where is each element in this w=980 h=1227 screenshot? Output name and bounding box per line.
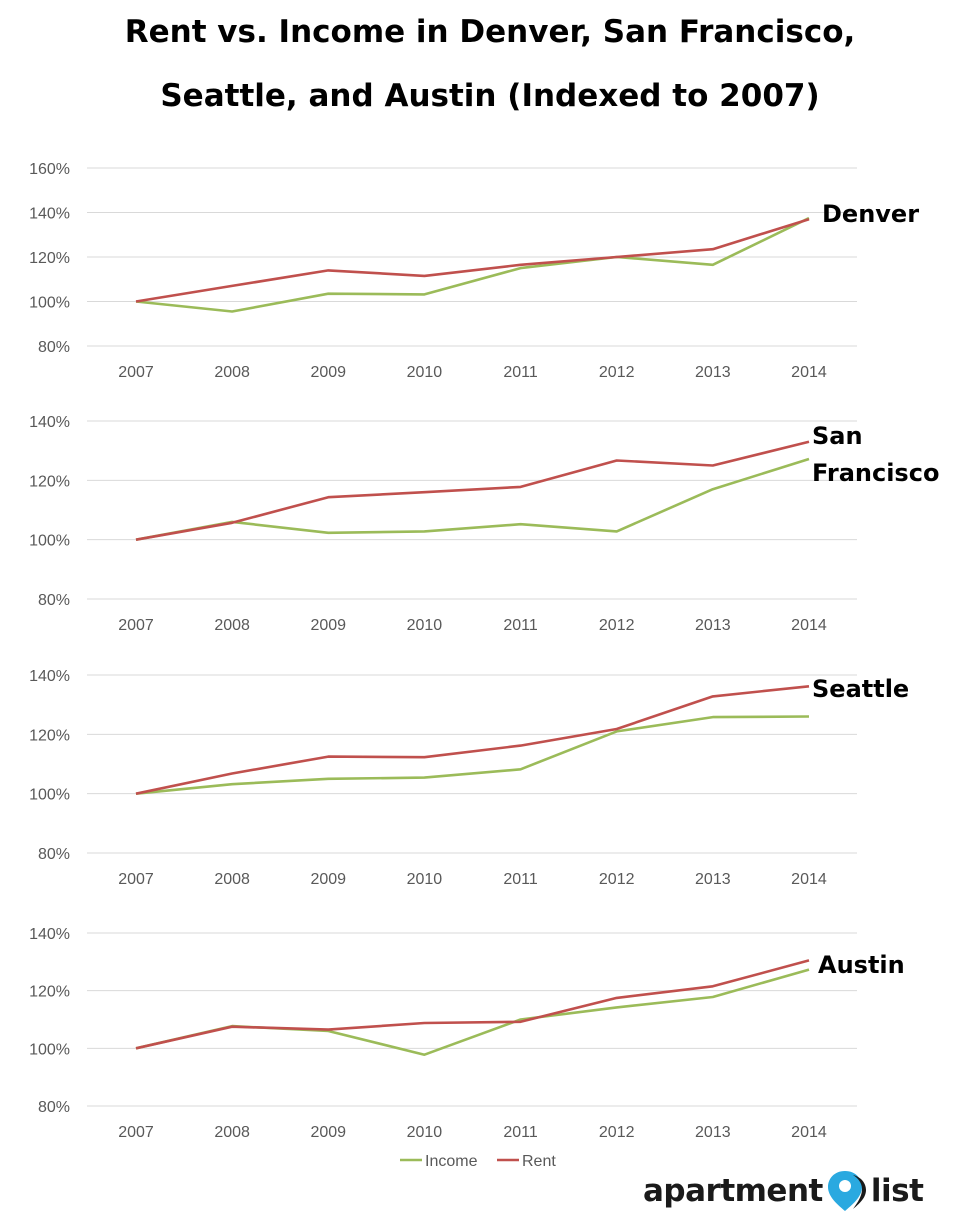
chart-panel-3: 80% 100% 120% 140% 2007 2008 2009 2010 2011 2012 2… xyxy=(29,926,905,1141)
x-tick-label: 2014 xyxy=(791,617,827,634)
series-line-income xyxy=(135,216,810,313)
x-tick-label: 2011 xyxy=(503,364,538,381)
y-tick-label: 100% xyxy=(29,295,70,312)
city-label: Denver xyxy=(822,200,919,228)
series-line-rent xyxy=(135,440,810,541)
chart-panel-0: 80% 100% 120% 140% 160% 2007 2008 2009 2010 2011 2… xyxy=(29,161,919,381)
map-pin-icon xyxy=(827,1171,866,1211)
x-tick-label: 2011 xyxy=(503,617,538,634)
x-tick-label: 2013 xyxy=(695,1124,731,1141)
x-tick-label: 2009 xyxy=(310,871,346,888)
x-tick-label: 2010 xyxy=(407,617,443,634)
x-tick-label: 2011 xyxy=(503,871,538,888)
chart-panel-2: 80% 100% 120% 140% 2007 2008 2009 2010 2011 2012 2… xyxy=(29,668,909,888)
series-line-rent xyxy=(135,959,810,1050)
y-tick-label: 80% xyxy=(38,846,70,863)
city-label: San xyxy=(812,422,863,450)
y-tick-label: 160% xyxy=(29,161,70,178)
x-tick-label: 2012 xyxy=(599,364,635,381)
apartment-list-logo: apartment list xyxy=(643,1166,924,1216)
x-tick-label: 2007 xyxy=(118,1124,154,1141)
x-tick-label: 2007 xyxy=(118,871,154,888)
x-tick-label: 2007 xyxy=(118,364,154,381)
logo-word-list: list xyxy=(870,1173,924,1209)
series-line-income xyxy=(135,968,810,1056)
legend-label-rent: Rent xyxy=(522,1153,556,1170)
y-tick-label: 140% xyxy=(29,206,70,223)
y-tick-label: 80% xyxy=(38,1099,70,1116)
x-tick-label: 2012 xyxy=(599,1124,635,1141)
x-tick-label: 2008 xyxy=(214,617,250,634)
city-label: Seattle xyxy=(812,675,909,703)
legend: Income Rent xyxy=(400,1153,556,1170)
y-tick-label: 120% xyxy=(29,250,70,267)
x-tick-label: 2014 xyxy=(791,364,827,381)
y-tick-label: 120% xyxy=(29,727,70,744)
series-line-rent xyxy=(135,217,810,303)
y-tick-label: 140% xyxy=(29,414,70,431)
x-tick-label: 2009 xyxy=(310,617,346,634)
x-tick-label: 2010 xyxy=(407,364,443,381)
x-tick-label: 2013 xyxy=(695,617,731,634)
x-tick-label: 2008 xyxy=(214,364,250,381)
x-tick-label: 2010 xyxy=(407,1124,443,1141)
y-tick-label: 120% xyxy=(29,473,70,490)
chart-title-line-1: Rent vs. Income in Denver, San Francisco… xyxy=(124,14,856,50)
x-tick-label: 2013 xyxy=(695,364,731,381)
y-tick-label: 80% xyxy=(38,339,70,356)
city-label: Francisco xyxy=(812,459,939,487)
x-tick-label: 2009 xyxy=(310,1124,346,1141)
chart-title-line-2: Seattle, and Austin (Indexed to 2007) xyxy=(160,78,820,114)
series-line-income xyxy=(135,715,810,795)
x-tick-label: 2011 xyxy=(503,1124,538,1141)
x-tick-label: 2010 xyxy=(407,871,443,888)
y-tick-label: 100% xyxy=(29,787,70,804)
series-line-income xyxy=(135,457,810,541)
city-label: Austin xyxy=(818,951,905,979)
y-tick-label: 120% xyxy=(29,984,70,1001)
y-tick-label: 140% xyxy=(29,668,70,685)
series-line-rent xyxy=(135,685,810,795)
x-tick-label: 2009 xyxy=(310,364,346,381)
legend-label-income: Income xyxy=(425,1153,478,1170)
x-tick-label: 2013 xyxy=(695,871,731,888)
x-tick-label: 2008 xyxy=(214,1124,250,1141)
x-tick-label: 2014 xyxy=(791,871,827,888)
x-tick-label: 2012 xyxy=(599,871,635,888)
x-tick-label: 2014 xyxy=(791,1124,827,1141)
x-tick-label: 2007 xyxy=(118,617,154,634)
chart-panel-1: 80% 100% 120% 140% 2007 2008 2009 2010 2011 2012 2… xyxy=(29,414,939,634)
y-tick-label: 140% xyxy=(29,926,70,943)
logo-word-apartment: apartment xyxy=(643,1173,823,1209)
y-tick-label: 80% xyxy=(38,592,70,609)
y-tick-label: 100% xyxy=(29,1041,70,1058)
x-tick-label: 2012 xyxy=(599,617,635,634)
y-tick-label: 100% xyxy=(29,533,70,550)
x-tick-label: 2008 xyxy=(214,871,250,888)
